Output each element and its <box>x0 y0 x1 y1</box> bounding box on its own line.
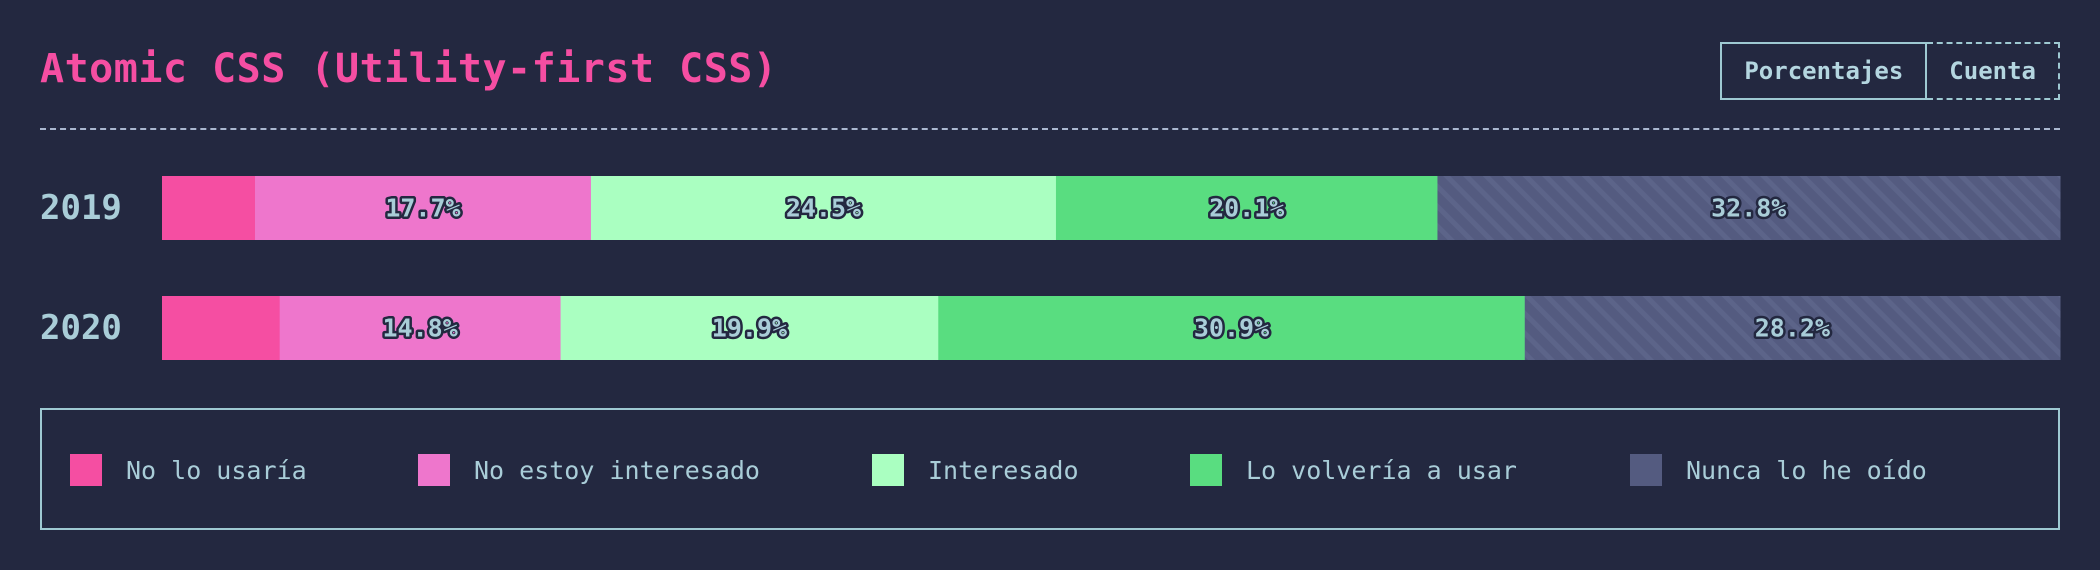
legend-label: No estoy interesado <box>474 455 760 485</box>
legend-item-4[interactable]: Nunca lo he oído <box>1630 454 1927 486</box>
legend-label: Interesado <box>928 455 1079 485</box>
data-label-2019-3: 20.1% <box>1209 194 1284 223</box>
chart-header: Atomic CSS (Utility-first CSS) Porcentaj… <box>40 40 2060 130</box>
legend-item-1[interactable]: No estoy interesado <box>418 454 760 486</box>
stacked-bar-chart: 2019 17.7% 24.5% 20.1% 32.8% 2020 14.8% 19.9% 30… <box>40 176 2061 360</box>
percentages-button[interactable]: Porcentajes <box>1720 42 1928 100</box>
legend-label: Nunca lo he oído <box>1686 455 1927 485</box>
bar-segment-2019-4[interactable] <box>1437 176 2061 240</box>
data-label-2020-1: 14.8% <box>382 314 457 343</box>
year-label-2020: 2020 <box>40 308 122 348</box>
legend-swatch <box>872 454 904 486</box>
legend-item-2[interactable]: Interesado <box>872 454 1079 486</box>
bar-segment-2019-2[interactable] <box>590 176 1057 240</box>
data-label-2020-3: 30.9% <box>1194 314 1269 343</box>
data-label-2020-2: 19.9% <box>712 314 787 343</box>
bar-segment-2020-3[interactable] <box>938 296 1526 360</box>
legend-label: No lo usaría <box>126 455 307 485</box>
year-label-2019: 2019 <box>40 188 122 228</box>
bar-segment-2019-3[interactable] <box>1055 176 1438 240</box>
bar-segment-2020-4[interactable] <box>1524 296 2061 360</box>
chart-legend: No lo usaría No estoy interesado Interesad… <box>40 408 2060 530</box>
legend-item-0[interactable]: No lo usaría <box>70 454 307 486</box>
units-toggle: Porcentajes Cuenta <box>1720 42 2060 100</box>
count-button[interactable]: Cuenta <box>1927 42 2060 100</box>
bar-segment-2019-0[interactable] <box>162 176 256 240</box>
legend-swatch <box>70 454 102 486</box>
data-label-2019-4: 32.8% <box>1711 194 1786 223</box>
legend-swatch <box>418 454 450 486</box>
chart-title: Atomic CSS (Utility-first CSS) <box>40 46 778 92</box>
bar-segment-2019-1[interactable] <box>255 176 592 240</box>
bar-segment-2020-0[interactable] <box>162 296 281 360</box>
legend-swatch <box>1630 454 1662 486</box>
legend-item-3[interactable]: Lo volvería a usar <box>1190 454 1517 486</box>
legend-label: Lo volvería a usar <box>1246 455 1517 485</box>
data-label-2019-1: 17.7% <box>385 194 460 223</box>
data-label-2019-2: 24.5% <box>786 194 861 223</box>
bar-segment-2020-1[interactable] <box>279 296 562 360</box>
bar-segment-2020-2[interactable] <box>560 296 939 360</box>
legend-swatch <box>1190 454 1222 486</box>
data-label-2020-4: 28.2% <box>1755 314 1830 343</box>
